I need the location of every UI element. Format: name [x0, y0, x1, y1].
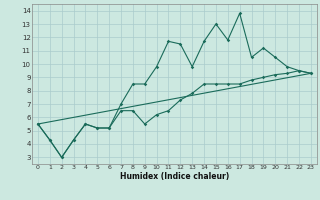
X-axis label: Humidex (Indice chaleur): Humidex (Indice chaleur): [120, 172, 229, 181]
